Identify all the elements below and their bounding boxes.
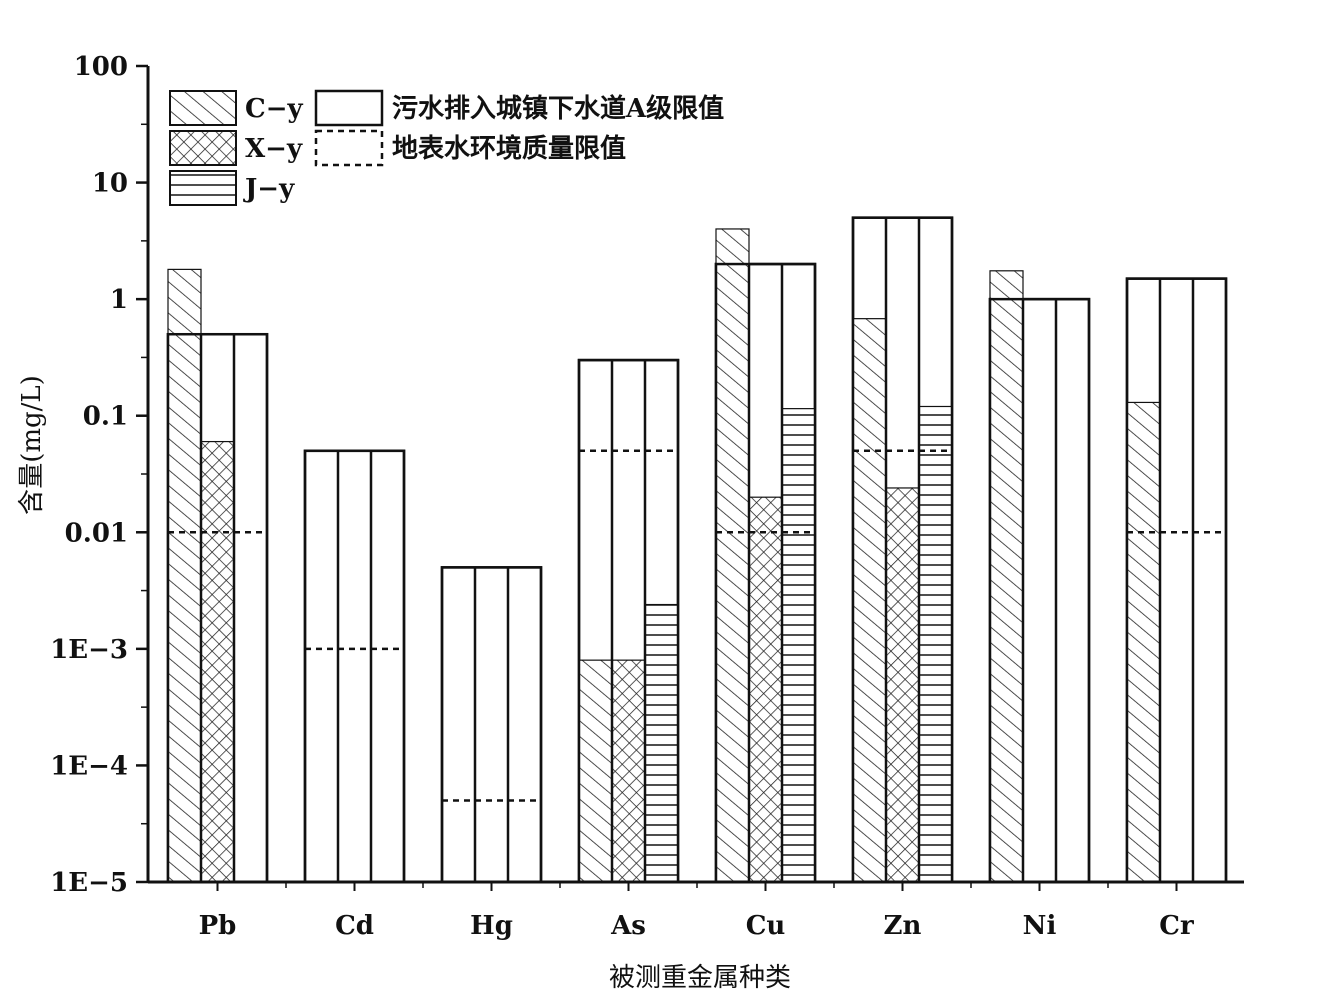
legend-swatch-surface-limit <box>314 129 384 167</box>
y-tick-label: 1E−4 <box>50 751 128 781</box>
y-tick-label: 10 <box>92 169 128 199</box>
y-axis-title: 含量(mg/L) <box>17 375 47 515</box>
bar-x-y-pb <box>200 440 235 883</box>
bar-c-y-pb <box>167 268 202 883</box>
y-tick-label: 1 <box>110 285 128 315</box>
bar-j-y-zn <box>918 405 953 883</box>
bar-j-y-cu <box>781 408 816 883</box>
x-tick-label-cu: Cu <box>746 911 786 941</box>
x-axis-title: 被测重金属种类 <box>609 963 791 993</box>
sewer-limit-box-hg <box>440 566 543 884</box>
y-tick-label: 100 <box>74 52 128 82</box>
bar-c-y-cr <box>1126 401 1161 883</box>
legend-label-sewer-limit: 污水排入城镇下水道A级限值 <box>392 93 724 124</box>
x-ticks: Pb Cd Hg As Cu Zn Ni Cr <box>199 882 1194 941</box>
x-tick-label-hg: Hg <box>470 911 513 941</box>
bar-c-y-ni <box>989 270 1024 883</box>
y-tick-label: 0.1 <box>83 402 128 432</box>
x-tick-label-cr: Cr <box>1159 911 1194 941</box>
surface-water-limit-lines <box>168 449 1226 802</box>
legend-label-surface-limit: 地表水环境质量限值 <box>392 133 626 164</box>
x-tick-label-pb: Pb <box>199 911 237 941</box>
legend-label-x-y: X−y <box>245 134 303 164</box>
legend-swatch-c-y <box>169 90 237 126</box>
legend-swatch-sewer-limit <box>314 89 384 127</box>
bar-x-y-cu <box>748 496 783 883</box>
legend-swatch-x-y <box>169 130 237 166</box>
x-tick-label-cd: Cd <box>335 911 374 941</box>
x-tick-label-zn: Zn <box>884 911 922 941</box>
limit-boxes <box>166 216 1228 884</box>
legend-label-j-y: J−y <box>243 174 295 204</box>
y-ticks: 100 10 1 0.1 0.01 1E−3 1E−4 1E−5 <box>50 52 148 898</box>
bar-c-y-as <box>578 659 613 883</box>
sewer-limit-box-cd <box>303 449 406 884</box>
legend-label-c-y: C−y <box>245 94 303 124</box>
bar-dividers <box>166 216 1228 884</box>
y-tick-label: 1E−3 <box>50 635 128 665</box>
y-tick-label: 1E−5 <box>50 868 128 898</box>
y-tick-label: 0.01 <box>65 518 128 548</box>
bar-j-y-as <box>644 603 679 883</box>
bar-c-y-cu <box>715 228 750 883</box>
bar-x-y-as <box>611 659 646 883</box>
legend-swatch-j-y <box>169 170 237 206</box>
bar-c-y-zn <box>852 318 887 883</box>
x-tick-label-as: As <box>610 911 646 941</box>
bar-x-y-zn <box>885 487 920 883</box>
x-tick-label-ni: Ni <box>1023 911 1057 941</box>
series-bars <box>167 228 1161 883</box>
legend: C−y X−y J−y 污水排入城镇下水道A级限值 地表水环境质量限值 <box>169 89 724 206</box>
